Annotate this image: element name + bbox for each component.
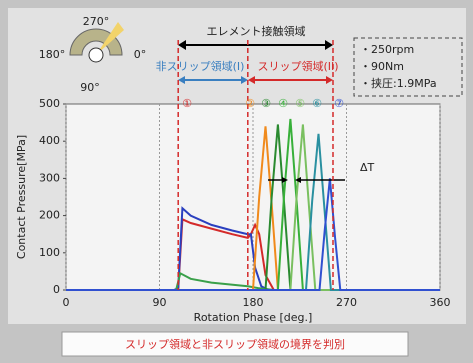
contact-region-label: エレメント接触領域 — [207, 24, 306, 38]
marker-label: ① — [182, 97, 192, 110]
inset-label: 90° — [80, 81, 100, 94]
page: 270° 180° 0° 90° エレメント接触領域 非スリップ領域(I) スリ… — [0, 0, 473, 363]
y-tick-label: 400 — [39, 134, 60, 147]
inset-label: 0° — [134, 48, 147, 61]
y-tick-label: 0 — [53, 283, 60, 296]
inset-label: 180° — [39, 48, 66, 61]
chart: 270° 180° 0° 90° エレメント接触領域 非スリップ領域(I) スリ… — [0, 0, 473, 363]
y-tick-label: 500 — [39, 97, 60, 110]
x-tick-label: 0 — [63, 296, 70, 309]
x-axis-label: Rotation Phase [deg.] — [194, 311, 313, 324]
y-tick-label: 300 — [39, 171, 60, 184]
inset-hub — [89, 48, 103, 62]
condition: ・250rpm — [360, 43, 414, 56]
marker-label: ⑦ — [334, 97, 344, 110]
non-slip-label: 非スリップ領域(I) — [156, 59, 245, 73]
marker-label: ③ — [261, 97, 271, 110]
condition: ・挟圧:1.9MPa — [360, 76, 437, 90]
x-tick-label: 180 — [243, 296, 264, 309]
inset-label: 270° — [83, 15, 110, 28]
y-axis-label: Contact Pressure[MPa] — [15, 135, 28, 259]
condition: ・90Nm — [360, 60, 404, 73]
marker-label: ⑤ — [295, 97, 305, 110]
slip-label: スリップ領域(II) — [257, 59, 338, 73]
x-tick-label: 270 — [336, 296, 357, 309]
y-tick-label: 200 — [39, 209, 60, 222]
footer: スリップ領域と非スリップ領域の境界を判別 — [125, 337, 345, 351]
y-tick-label: 100 — [39, 246, 60, 259]
marker-label: ② — [245, 97, 255, 110]
x-tick-label: 90 — [153, 296, 167, 309]
x-tick-label: 360 — [430, 296, 451, 309]
marker-label: ④ — [278, 97, 288, 110]
marker-label: ⑥ — [312, 97, 322, 110]
delta-t-label: ΔT — [360, 161, 375, 174]
